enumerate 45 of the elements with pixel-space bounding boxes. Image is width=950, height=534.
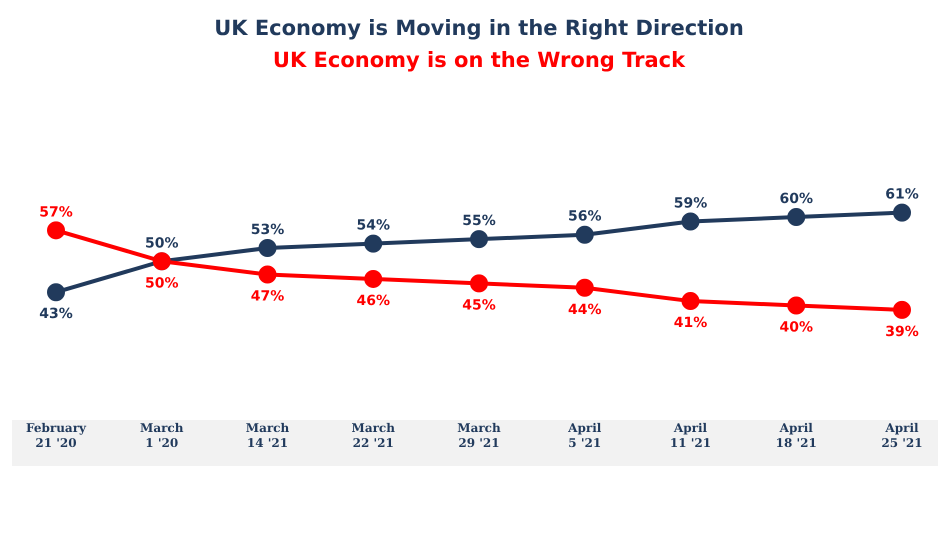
- data-label: 40%: [779, 319, 814, 336]
- x-tick-label: April 11 '21: [670, 421, 712, 450]
- data-label: 53%: [250, 222, 284, 238]
- point: [470, 230, 488, 248]
- data-label: 60%: [779, 191, 814, 208]
- x-tick-label: April 25 '21: [881, 421, 923, 450]
- text: UK Economy is Moving in the Right Direction: [213, 16, 745, 40]
- point: [47, 221, 65, 240]
- data-label: 39%: [885, 324, 919, 340]
- data-label: 55%: [462, 213, 496, 230]
- x-tick-label: March 29 '21: [457, 421, 501, 450]
- point: [787, 208, 806, 226]
- x-tick-label: April 5 '21: [567, 421, 602, 450]
- data-label: 45%: [462, 297, 496, 314]
- point: [576, 278, 594, 297]
- x-tick-label: March 1 '20: [140, 421, 184, 450]
- data-label: 54%: [356, 218, 390, 234]
- data-label: 61%: [885, 186, 919, 203]
- x-tick-label: March 14 '21: [246, 421, 290, 450]
- point: [893, 204, 911, 222]
- x-tick-label: March 22 '21: [352, 421, 396, 450]
- point: [682, 292, 700, 310]
- x-tick-label: February 21 '20: [26, 421, 88, 450]
- data-label: 44%: [568, 302, 602, 318]
- data-label: 50%: [144, 235, 179, 252]
- point: [893, 300, 911, 319]
- point: [47, 283, 65, 302]
- text: UK Economy is on the Wrong Track: [272, 48, 686, 72]
- x-tick-label: April 18 '21: [776, 421, 817, 450]
- point: [787, 296, 806, 314]
- data-label: 57%: [39, 204, 73, 220]
- data-label: 59%: [674, 195, 708, 212]
- point: [576, 226, 594, 244]
- point: [470, 274, 488, 292]
- point: [258, 239, 276, 257]
- data-label: 47%: [250, 288, 284, 305]
- data-label: 46%: [356, 292, 390, 309]
- point: [258, 266, 276, 284]
- data-label: 41%: [674, 315, 708, 332]
- point: [682, 212, 700, 230]
- data-label: 56%: [568, 208, 602, 225]
- point: [364, 234, 382, 253]
- data-label: 50%: [144, 275, 179, 292]
- data-label: 43%: [39, 306, 73, 322]
- point: [364, 270, 382, 288]
